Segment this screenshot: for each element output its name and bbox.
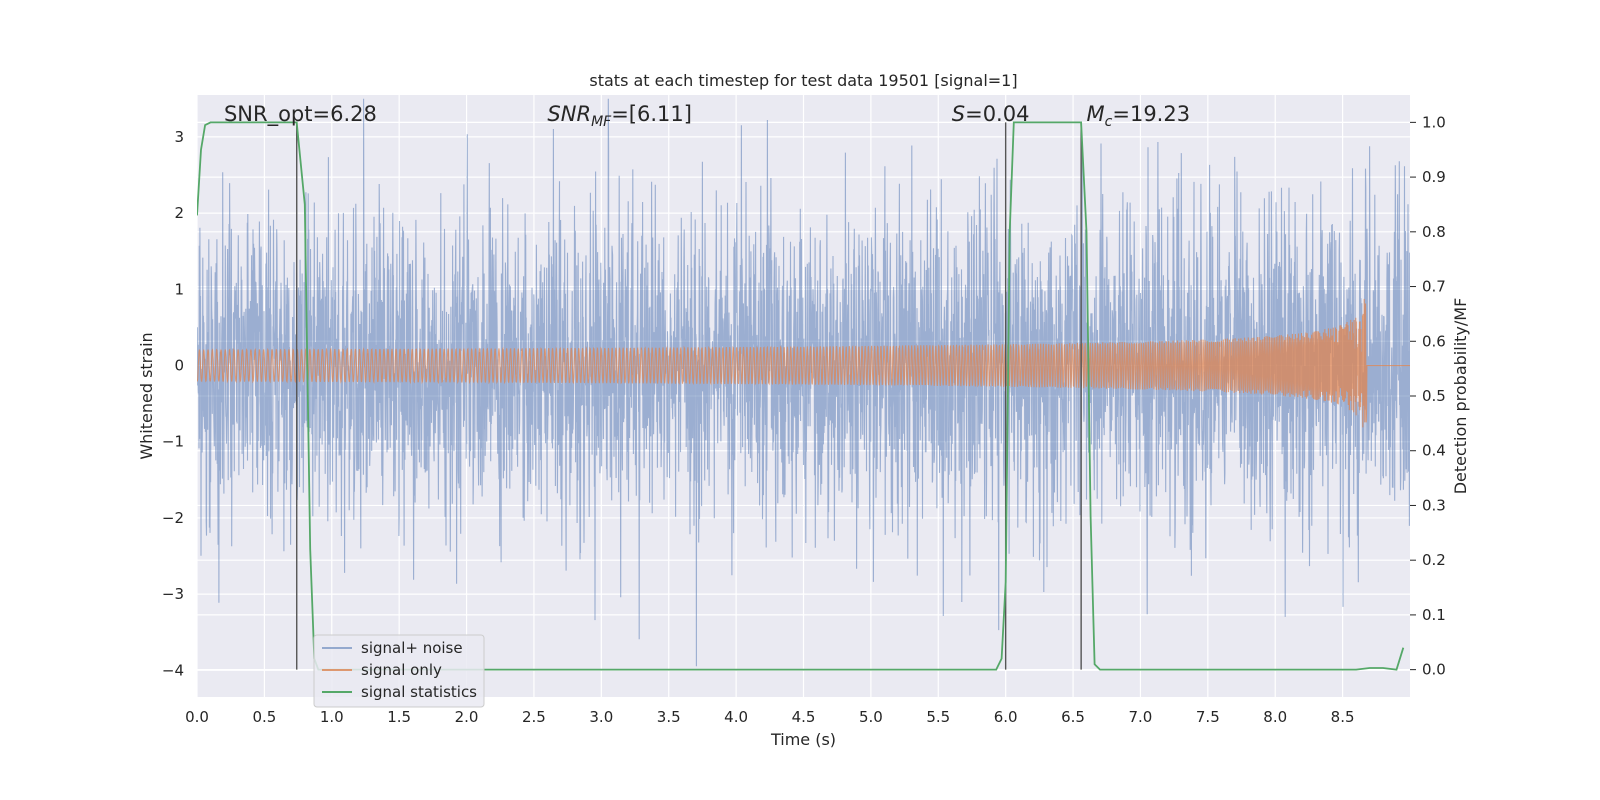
y-axis-label: Whitened strain (137, 332, 156, 459)
legend-label: signal+ noise (361, 639, 463, 657)
y2-tick-label: 0.7 (1422, 278, 1446, 296)
x-tick-label: 2.0 (455, 708, 479, 726)
y-tick-label: 2 (174, 204, 184, 222)
y-tick-label: −2 (162, 509, 184, 527)
x-tick-label: 7.0 (1129, 708, 1153, 726)
x-tick-label: 2.5 (522, 708, 546, 726)
x-tick-label: 5.5 (926, 708, 950, 726)
y-axis-ticks: −4 −3 −2 −1 0 1 2 3 (162, 128, 184, 679)
x-tick-label: 6.5 (1061, 708, 1085, 726)
x-tick-label: 0.5 (252, 708, 276, 726)
x-tick-label: 4.0 (724, 708, 748, 726)
y2-axis-label: Detection probability/MF (1451, 298, 1470, 495)
y2-tick-label: 0.8 (1422, 223, 1446, 241)
y2-axis-ticks: 0.0 0.1 0.2 0.3 0.4 0.5 0.6 0.7 0.8 0.9 1.0 (1410, 113, 1446, 679)
series-signal-only (197, 298, 1410, 428)
x-tick-label: 8.5 (1331, 708, 1355, 726)
x-tick-label: 1.0 (320, 708, 344, 726)
x-tick-label: 4.5 (792, 708, 816, 726)
series-signal-plus-noise (197, 98, 1410, 667)
x-tick-label: 8.0 (1263, 708, 1287, 726)
x-axis-ticks: 0.0 0.5 1.0 1.5 2.0 2.5 3.0 3.5 4.0 4.5 5.0 5.5 6.0 6… (185, 708, 1354, 726)
y-tick-label: 0 (174, 357, 184, 375)
legend-label: signal statistics (361, 683, 477, 701)
legend-box (313, 634, 485, 708)
legend: signal+ noise signal only signal statistic… (313, 634, 485, 708)
legend-label: signal only (361, 661, 442, 679)
series-signal-statistics (197, 121, 1405, 671)
y2-tick-label: 0.4 (1422, 442, 1446, 460)
y2-tick-label: 0.6 (1422, 332, 1446, 350)
series-layer (197, 98, 1410, 671)
y2-tick-label: 1.0 (1422, 113, 1446, 131)
y2-tick-label: 0.1 (1422, 606, 1446, 624)
y-tick-label: −1 (162, 433, 184, 451)
annotation-text: SNRMF=[6.11] (547, 102, 692, 130)
x-tick-label: 6.0 (994, 708, 1018, 726)
y-tick-label: −3 (162, 585, 184, 603)
x-tick-label: 5.0 (859, 708, 883, 726)
x-tick-label: 3.0 (589, 708, 613, 726)
x-tick-label: 3.5 (657, 708, 681, 726)
chart-title: stats at each timestep for test data 195… (589, 71, 1017, 90)
annotations: SNR_opt=6.28 SNRMF=[6.11] S=0.04 Mc=19.23 (224, 102, 1190, 130)
annotation-text: SNR_opt=6.28 (224, 102, 377, 127)
y2-tick-label: 0.0 (1422, 661, 1446, 679)
y-tick-label: 1 (174, 280, 184, 298)
y2-tick-label: 0.9 (1422, 168, 1446, 186)
x-tick-label: 7.5 (1196, 708, 1220, 726)
x-tick-label: 0.0 (185, 708, 209, 726)
y2-tick-label: 0.5 (1422, 387, 1446, 405)
y2-tick-label: 0.2 (1422, 551, 1446, 569)
annotation-text: Mc=19.23 (1087, 102, 1191, 130)
y-tick-label: 3 (174, 128, 184, 146)
annotation-text: S=0.04 (952, 102, 1030, 126)
x-axis-label: Time (s) (770, 730, 836, 749)
y-tick-label: −4 (162, 661, 184, 679)
x-tick-label: 1.5 (387, 708, 411, 726)
y2-tick-label: 0.3 (1422, 496, 1446, 514)
